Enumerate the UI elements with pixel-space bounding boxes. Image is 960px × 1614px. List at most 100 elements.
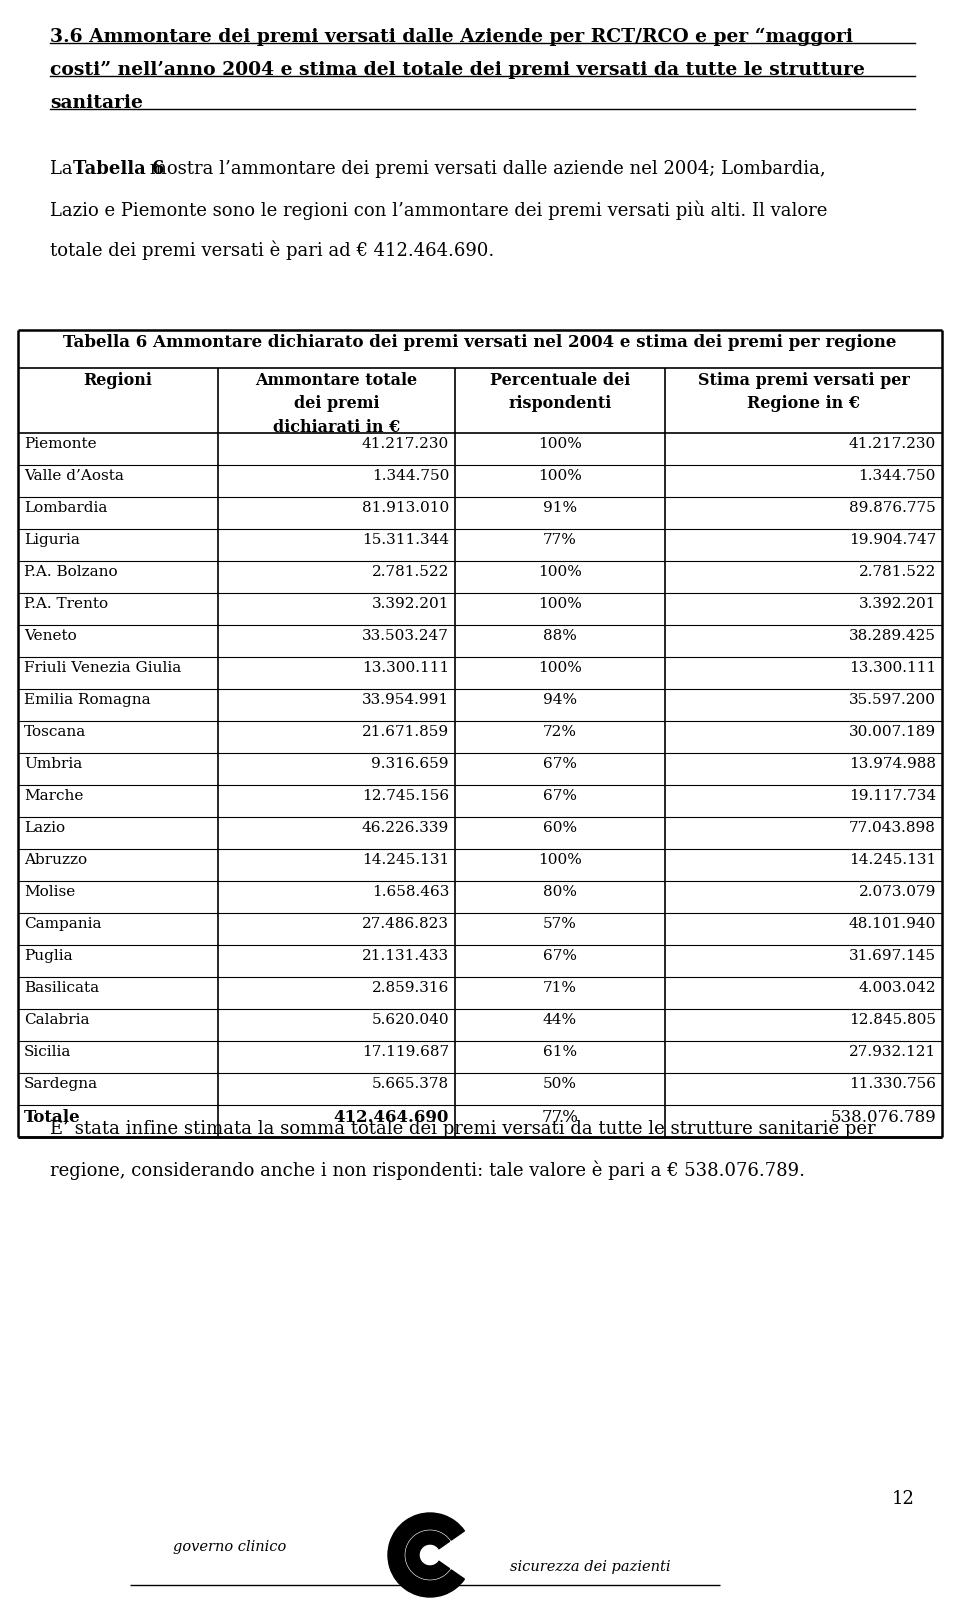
Text: P.A. Trento: P.A. Trento [24,597,108,612]
Text: 80%: 80% [543,884,577,899]
Text: Lazio: Lazio [24,822,65,834]
Text: Sardegna: Sardegna [24,1077,98,1091]
Text: 13.974.988: 13.974.988 [849,757,936,771]
Text: Ammontare totale
dei premi
dichiarati in €: Ammontare totale dei premi dichiarati in… [255,371,418,436]
Text: Puglia: Puglia [24,949,73,964]
Text: regione, considerando anche i non rispondenti: tale valore è pari a € 538.076.78: regione, considerando anche i non rispon… [50,1160,805,1180]
Text: Basilicata: Basilicata [24,981,99,994]
Text: 21.131.433: 21.131.433 [362,949,449,964]
Text: 91%: 91% [543,500,577,515]
Text: 2.073.079: 2.073.079 [858,884,936,899]
Text: 38.289.425: 38.289.425 [849,629,936,642]
Text: 19.117.734: 19.117.734 [849,789,936,804]
Text: 67%: 67% [543,757,577,771]
Text: costi” nell’anno 2004 e stima del totale dei premi versati da tutte le strutture: costi” nell’anno 2004 e stima del totale… [50,61,865,79]
Text: Calabria: Calabria [24,1014,89,1027]
Text: 14.245.131: 14.245.131 [362,854,449,867]
Text: Piemonte: Piemonte [24,437,97,450]
Text: 41.217.230: 41.217.230 [362,437,449,450]
Text: 2.781.522: 2.781.522 [372,565,449,579]
Text: Veneto: Veneto [24,629,77,642]
Text: 2.859.316: 2.859.316 [372,981,449,994]
Text: 3.6 Ammontare dei premi versati dalle Aziende per RCT/RCO e per “maggori: 3.6 Ammontare dei premi versati dalle Az… [50,27,853,47]
Text: Lazio e Piemonte sono le regioni con l’ammontare dei premi versati più alti. Il : Lazio e Piemonte sono le regioni con l’a… [50,200,828,220]
Text: 1.344.750: 1.344.750 [858,470,936,483]
Text: 30.007.189: 30.007.189 [849,725,936,739]
Text: 60%: 60% [543,822,577,834]
Text: Campania: Campania [24,917,102,931]
Text: sicurezza dei pazienti: sicurezza dei pazienti [510,1561,670,1574]
Text: Friuli Venezia Giulia: Friuli Venezia Giulia [24,662,181,675]
Text: Abruzzo: Abruzzo [24,854,87,867]
Text: 89.876.775: 89.876.775 [850,500,936,515]
Text: E’ stata infine stimata la somma totale dei premi versati da tutte le strutture : E’ stata infine stimata la somma totale … [50,1120,876,1138]
Text: 77%: 77% [541,1109,579,1127]
Text: 15.311.344: 15.311.344 [362,533,449,547]
Text: 12: 12 [892,1490,915,1507]
Text: 44%: 44% [543,1014,577,1027]
Text: 2.781.522: 2.781.522 [858,565,936,579]
Text: La: La [50,160,79,178]
Text: governo clinico: governo clinico [174,1540,287,1554]
Text: Stima premi versati per
Regione in €: Stima premi versati per Regione in € [698,371,909,413]
Text: Emilia Romagna: Emilia Romagna [24,692,151,707]
Text: 4.003.042: 4.003.042 [858,981,936,994]
Text: 27.486.823: 27.486.823 [362,917,449,931]
Text: 94%: 94% [543,692,577,707]
Text: Tabella 6: Tabella 6 [73,160,165,178]
Text: Sicilia: Sicilia [24,1044,71,1059]
Text: 13.300.111: 13.300.111 [849,662,936,675]
Text: 48.101.940: 48.101.940 [849,917,936,931]
Text: 14.245.131: 14.245.131 [849,854,936,867]
Text: 12.745.156: 12.745.156 [362,789,449,804]
Text: 100%: 100% [538,437,582,450]
Text: 100%: 100% [538,597,582,612]
Text: 19.904.747: 19.904.747 [849,533,936,547]
Text: 412.464.690: 412.464.690 [334,1109,449,1127]
Text: 31.697.145: 31.697.145 [849,949,936,964]
Text: P.A. Bolzano: P.A. Bolzano [24,565,118,579]
Text: Regioni: Regioni [84,371,153,389]
Text: 12.845.805: 12.845.805 [849,1014,936,1027]
Text: 67%: 67% [543,789,577,804]
Text: sanitarie: sanitarie [50,94,143,111]
Text: 81.913.010: 81.913.010 [362,500,449,515]
Text: 33.954.991: 33.954.991 [362,692,449,707]
Wedge shape [388,1512,465,1596]
Text: 57%: 57% [543,917,577,931]
Text: Percentuale dei
rispondenti: Percentuale dei rispondenti [490,371,630,413]
Text: 100%: 100% [538,854,582,867]
Text: Valle d’Aosta: Valle d’Aosta [24,470,124,483]
Text: totale dei premi versati è pari ad € 412.464.690.: totale dei premi versati è pari ad € 412… [50,240,494,260]
Text: 1.344.750: 1.344.750 [372,470,449,483]
Text: 61%: 61% [543,1044,577,1059]
Text: 5.665.378: 5.665.378 [372,1077,449,1091]
Text: 9.316.659: 9.316.659 [372,757,449,771]
Wedge shape [406,1532,449,1578]
Text: 11.330.756: 11.330.756 [849,1077,936,1091]
Text: 71%: 71% [543,981,577,994]
Text: Totale: Totale [24,1109,81,1127]
Text: 538.076.789: 538.076.789 [830,1109,936,1127]
Text: 100%: 100% [538,565,582,579]
Text: 1.658.463: 1.658.463 [372,884,449,899]
Text: 72%: 72% [543,725,577,739]
Text: 50%: 50% [543,1077,577,1091]
Text: 77%: 77% [543,533,577,547]
Text: 27.932.121: 27.932.121 [849,1044,936,1059]
Text: 46.226.339: 46.226.339 [362,822,449,834]
Text: 21.671.859: 21.671.859 [362,725,449,739]
Text: 100%: 100% [538,470,582,483]
Text: 13.300.111: 13.300.111 [362,662,449,675]
Text: Tabella 6 Ammontare dichiarato dei premi versati nel 2004 e stima dei premi per : Tabella 6 Ammontare dichiarato dei premi… [63,334,897,350]
Text: Lombardia: Lombardia [24,500,108,515]
Text: Marche: Marche [24,789,84,804]
Text: 88%: 88% [543,629,577,642]
Text: Toscana: Toscana [24,725,86,739]
Text: mostra l’ammontare dei premi versati dalle aziende nel 2004; Lombardia,: mostra l’ammontare dei premi versati dal… [144,160,826,178]
Text: 3.392.201: 3.392.201 [372,597,449,612]
Text: Umbria: Umbria [24,757,83,771]
Text: 67%: 67% [543,949,577,964]
Text: 41.217.230: 41.217.230 [849,437,936,450]
Text: 17.119.687: 17.119.687 [362,1044,449,1059]
